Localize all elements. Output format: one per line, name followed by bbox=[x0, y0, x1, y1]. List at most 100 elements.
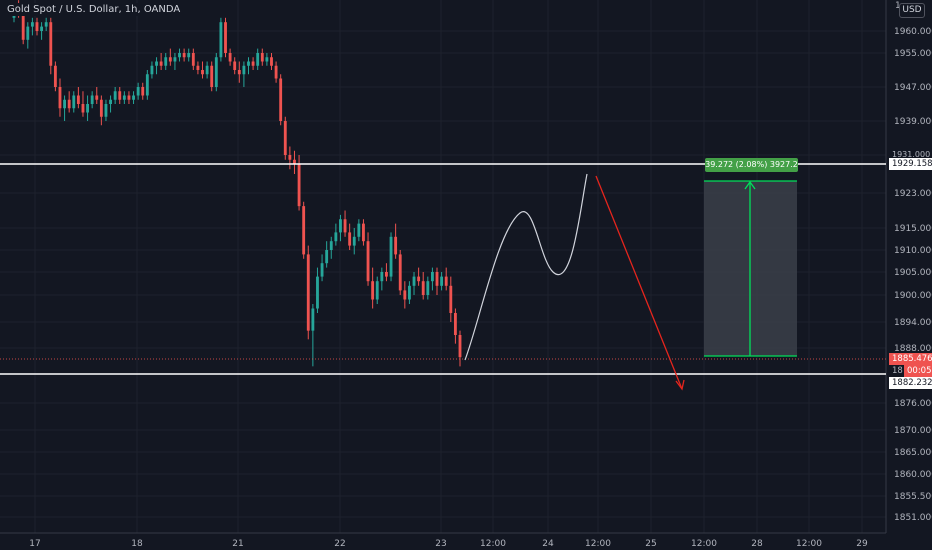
candle-body bbox=[67, 99, 71, 109]
candle-body bbox=[196, 65, 200, 70]
candle-body bbox=[320, 263, 324, 277]
candle-body bbox=[76, 95, 80, 104]
candle-body bbox=[81, 104, 85, 113]
candle-body bbox=[113, 91, 117, 100]
forecast-curve[interactable] bbox=[464, 173, 588, 361]
candle-body bbox=[362, 223, 365, 242]
y-tick-label: 1947.000 bbox=[894, 83, 932, 93]
candle-body bbox=[316, 276, 319, 309]
y-tick-label: 1960.000 bbox=[894, 27, 932, 37]
y-tick-label: 1851.000 bbox=[894, 513, 932, 523]
candle-body bbox=[311, 308, 315, 331]
time-axis[interactable] bbox=[0, 533, 932, 550]
candle-body bbox=[233, 61, 237, 70]
candle-body bbox=[302, 206, 306, 255]
y-tick-label: 1905.000 bbox=[894, 268, 932, 278]
candle-body bbox=[283, 121, 287, 155]
price-axis[interactable] bbox=[886, 0, 932, 533]
candle-body bbox=[293, 159, 296, 165]
candle-body bbox=[35, 22, 39, 31]
candle-body bbox=[385, 272, 388, 277]
candle-body bbox=[109, 99, 112, 104]
candle-body bbox=[58, 87, 62, 109]
candle-body bbox=[168, 57, 172, 62]
x-tick-label: 12:00 bbox=[585, 539, 611, 549]
candle-body bbox=[228, 53, 232, 62]
candle-body bbox=[247, 61, 250, 66]
x-tick-label: 18 bbox=[131, 539, 143, 549]
candles bbox=[12, 0, 462, 367]
candle-body bbox=[104, 104, 108, 117]
time-axis-ticks: 17 18 21 22 23 12:00 24 12:00 25 12:00 28 12:00 29 bbox=[29, 539, 868, 549]
candle-body bbox=[205, 65, 209, 75]
candle-body bbox=[339, 219, 342, 233]
y-tick-label: 1870.000 bbox=[894, 426, 932, 436]
candle-body bbox=[288, 155, 292, 160]
candle-body bbox=[417, 276, 421, 282]
candle-body bbox=[150, 65, 154, 75]
candle-body bbox=[444, 276, 448, 286]
candle-body bbox=[380, 272, 384, 282]
countdown-tag: 00:05 bbox=[904, 365, 932, 377]
candle-body bbox=[145, 74, 149, 96]
candle-body bbox=[306, 254, 310, 331]
currency-button[interactable]: USD bbox=[899, 3, 925, 18]
top-partial-tick: 1 bbox=[895, 1, 901, 11]
candle-body bbox=[421, 281, 425, 295]
x-tick-label: 29 bbox=[856, 539, 868, 549]
candle-body bbox=[270, 57, 273, 66]
candle-body bbox=[279, 78, 283, 121]
y-tick-label: 1865.000 bbox=[894, 448, 932, 458]
candle-body bbox=[394, 236, 398, 255]
candle-body bbox=[53, 65, 57, 87]
y-tick-label: 1939.000 bbox=[894, 117, 932, 127]
candle-body bbox=[348, 232, 352, 246]
candle-body bbox=[201, 70, 204, 75]
y-tick-label: 1860.000 bbox=[894, 470, 932, 480]
x-tick-label: 17 bbox=[29, 539, 40, 549]
y-tick-label: 1876.000 bbox=[894, 399, 932, 409]
y-tick-label: 1923.000 bbox=[894, 189, 932, 199]
measure-label: 39.272 (2.08%) 3927.2 bbox=[705, 158, 798, 172]
candle-body bbox=[440, 276, 444, 286]
candle-body bbox=[132, 95, 135, 100]
candle-body bbox=[265, 57, 269, 62]
candle-body bbox=[30, 22, 34, 27]
symbol-label[interactable]: Gold Spot / U.S. Dollar, 1h, OANDA bbox=[4, 3, 184, 16]
candle-body bbox=[329, 241, 333, 250]
candle-body bbox=[256, 53, 260, 66]
candle-body bbox=[343, 219, 347, 233]
y-tick-label: 1910.000 bbox=[894, 246, 932, 256]
candle-body bbox=[40, 26, 44, 31]
x-tick-label: 21 bbox=[232, 539, 243, 549]
candle-body bbox=[118, 91, 122, 100]
y-tick-label: 1894.000 bbox=[894, 318, 932, 328]
candle-body bbox=[95, 95, 99, 100]
candle-body bbox=[366, 241, 370, 282]
candle-body bbox=[371, 281, 375, 300]
candle-body bbox=[260, 53, 264, 62]
candle-body bbox=[237, 70, 241, 75]
y-tick-label: 1900.000 bbox=[894, 291, 932, 301]
forecast-down-arrow[interactable] bbox=[595, 175, 683, 390]
candle-body bbox=[352, 236, 356, 246]
candle-body bbox=[375, 281, 379, 300]
candle-body bbox=[297, 164, 301, 207]
y-tick-label: 1855.500 bbox=[894, 492, 932, 502]
candle-body bbox=[251, 61, 255, 66]
candle-body bbox=[389, 236, 393, 277]
candle-body bbox=[334, 232, 338, 242]
candle-body bbox=[210, 65, 214, 87]
forecast-down-arrow-head bbox=[675, 379, 685, 391]
candle-body bbox=[86, 104, 89, 113]
candle-body bbox=[407, 285, 411, 300]
candle-body bbox=[458, 335, 462, 358]
candle-body bbox=[449, 285, 453, 313]
candle-body bbox=[141, 87, 145, 96]
candle-body bbox=[90, 95, 94, 104]
candle-body bbox=[274, 65, 278, 79]
price-tag-current: 1885.476 bbox=[889, 353, 932, 365]
candle-body bbox=[357, 223, 361, 237]
candle-body bbox=[136, 87, 140, 96]
